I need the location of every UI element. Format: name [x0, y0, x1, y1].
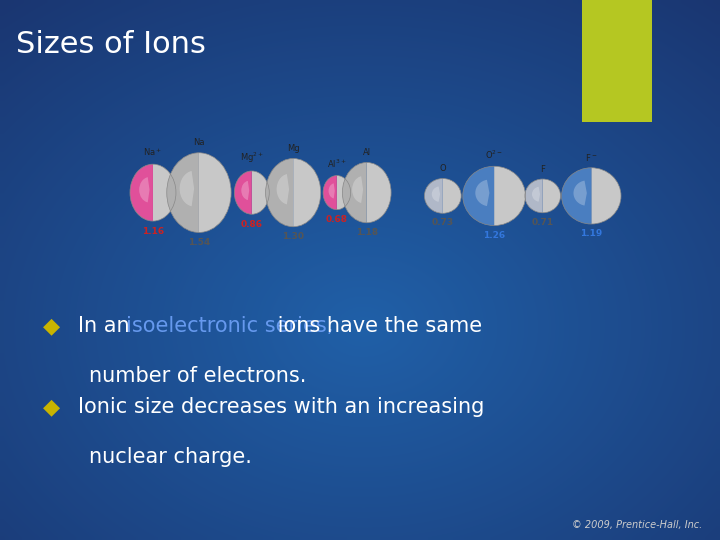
- Wedge shape: [153, 164, 176, 221]
- Text: 0.71: 0.71: [531, 218, 554, 227]
- Wedge shape: [328, 184, 335, 199]
- Text: F: F: [540, 165, 545, 174]
- Wedge shape: [323, 176, 337, 210]
- Wedge shape: [293, 158, 321, 227]
- Wedge shape: [352, 176, 363, 203]
- Text: Al: Al: [363, 148, 371, 157]
- Text: © 2009, Prentice-Hall, Inc.: © 2009, Prentice-Hall, Inc.: [572, 520, 702, 530]
- Wedge shape: [343, 163, 366, 223]
- Wedge shape: [443, 179, 462, 213]
- Wedge shape: [337, 176, 351, 210]
- Wedge shape: [591, 168, 621, 224]
- Text: 0.73: 0.73: [432, 218, 454, 227]
- Wedge shape: [276, 174, 289, 204]
- Wedge shape: [179, 171, 194, 206]
- FancyBboxPatch shape: [582, 0, 652, 122]
- Wedge shape: [252, 171, 269, 214]
- Wedge shape: [494, 166, 526, 226]
- Wedge shape: [525, 179, 543, 213]
- Wedge shape: [167, 153, 199, 232]
- Wedge shape: [463, 166, 494, 226]
- Text: F$^-$: F$^-$: [585, 152, 598, 163]
- Text: 0.86: 0.86: [240, 220, 263, 229]
- Text: 1.16: 1.16: [142, 227, 164, 236]
- Text: O: O: [439, 164, 446, 173]
- Text: Sizes of Ions: Sizes of Ions: [16, 30, 206, 59]
- Text: O$^{2-}$: O$^{2-}$: [485, 148, 503, 161]
- Text: 1.26: 1.26: [483, 231, 505, 240]
- Text: number of electrons.: number of electrons.: [89, 366, 306, 386]
- Wedge shape: [266, 158, 293, 227]
- Wedge shape: [543, 179, 560, 213]
- Text: 1.30: 1.30: [282, 232, 304, 241]
- Wedge shape: [532, 187, 540, 201]
- Wedge shape: [475, 180, 490, 206]
- Text: 1.19: 1.19: [580, 229, 603, 238]
- Wedge shape: [130, 164, 153, 221]
- Text: Na$^+$: Na$^+$: [143, 147, 163, 158]
- Text: isoelectronic series,: isoelectronic series,: [126, 316, 333, 336]
- Wedge shape: [199, 153, 231, 232]
- Text: ions have the same: ions have the same: [271, 316, 482, 336]
- Wedge shape: [366, 163, 391, 223]
- Text: Na: Na: [193, 138, 204, 147]
- Text: 0.68: 0.68: [326, 215, 348, 225]
- Text: Al$^{3+}$: Al$^{3+}$: [327, 158, 346, 170]
- Wedge shape: [234, 171, 252, 214]
- Wedge shape: [432, 186, 440, 202]
- Text: In an: In an: [78, 316, 136, 336]
- Text: Ionic size decreases with an increasing: Ionic size decreases with an increasing: [78, 397, 484, 417]
- Text: ◆: ◆: [43, 397, 60, 417]
- Text: 1.18: 1.18: [356, 228, 378, 238]
- Wedge shape: [139, 177, 150, 202]
- Wedge shape: [574, 180, 587, 206]
- Text: ◆: ◆: [43, 316, 60, 336]
- Text: 1.54: 1.54: [188, 238, 210, 247]
- Text: Mg: Mg: [287, 144, 300, 153]
- Text: nuclear charge.: nuclear charge.: [89, 447, 251, 467]
- Wedge shape: [241, 181, 249, 200]
- Text: Mg$^{2+}$: Mg$^{2+}$: [240, 151, 264, 165]
- Wedge shape: [562, 168, 591, 224]
- Wedge shape: [425, 179, 443, 213]
